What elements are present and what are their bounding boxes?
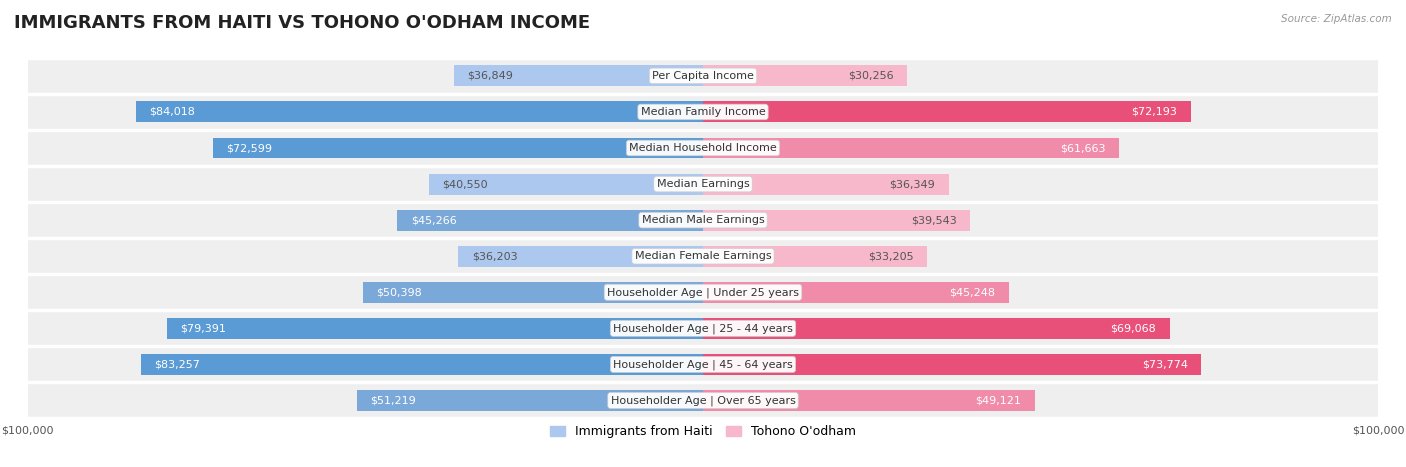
Bar bbox=[703, 101, 1191, 122]
Bar bbox=[28, 274, 1378, 310]
Text: Householder Age | Over 65 years: Householder Age | Over 65 years bbox=[610, 395, 796, 406]
Text: Householder Age | 45 - 64 years: Householder Age | 45 - 64 years bbox=[613, 359, 793, 370]
Bar bbox=[212, 138, 703, 158]
Text: $84,018: $84,018 bbox=[149, 107, 195, 117]
Text: $72,193: $72,193 bbox=[1132, 107, 1177, 117]
Bar bbox=[28, 94, 1378, 130]
Text: $30,256: $30,256 bbox=[848, 71, 894, 81]
Bar bbox=[703, 318, 1170, 339]
Text: $69,068: $69,068 bbox=[1111, 323, 1156, 333]
Bar bbox=[454, 65, 703, 86]
Text: Median Household Income: Median Household Income bbox=[628, 143, 778, 153]
Text: $36,349: $36,349 bbox=[889, 179, 935, 189]
Bar bbox=[28, 238, 1378, 274]
Text: $61,663: $61,663 bbox=[1060, 143, 1107, 153]
Bar bbox=[28, 310, 1378, 347]
Text: $51,219: $51,219 bbox=[371, 396, 416, 405]
Text: $36,849: $36,849 bbox=[468, 71, 513, 81]
Bar bbox=[703, 138, 1119, 158]
Text: $39,543: $39,543 bbox=[911, 215, 956, 225]
Bar bbox=[703, 65, 907, 86]
Bar bbox=[167, 318, 703, 339]
Text: $50,398: $50,398 bbox=[375, 287, 422, 297]
Bar bbox=[28, 58, 1378, 94]
Legend: Immigrants from Haiti, Tohono O'odham: Immigrants from Haiti, Tohono O'odham bbox=[546, 420, 860, 443]
Bar bbox=[141, 354, 703, 375]
Bar bbox=[398, 210, 703, 231]
Text: $33,205: $33,205 bbox=[868, 251, 914, 261]
Text: $83,257: $83,257 bbox=[155, 360, 200, 369]
Bar bbox=[703, 354, 1201, 375]
Text: Source: ZipAtlas.com: Source: ZipAtlas.com bbox=[1281, 14, 1392, 24]
Bar bbox=[703, 210, 970, 231]
Bar bbox=[28, 382, 1378, 418]
Bar bbox=[28, 130, 1378, 166]
Bar bbox=[703, 174, 949, 195]
Text: $73,774: $73,774 bbox=[1142, 360, 1188, 369]
Text: $72,599: $72,599 bbox=[226, 143, 273, 153]
Text: Householder Age | Under 25 years: Householder Age | Under 25 years bbox=[607, 287, 799, 297]
Bar bbox=[703, 282, 1008, 303]
Text: $49,121: $49,121 bbox=[976, 396, 1021, 405]
Bar bbox=[135, 101, 703, 122]
Text: Median Family Income: Median Family Income bbox=[641, 107, 765, 117]
Bar bbox=[28, 166, 1378, 202]
Bar bbox=[458, 246, 703, 267]
Text: Householder Age | 25 - 44 years: Householder Age | 25 - 44 years bbox=[613, 323, 793, 333]
Bar bbox=[363, 282, 703, 303]
Text: $79,391: $79,391 bbox=[180, 323, 226, 333]
Text: $45,248: $45,248 bbox=[949, 287, 995, 297]
Text: Median Earnings: Median Earnings bbox=[657, 179, 749, 189]
Bar bbox=[28, 347, 1378, 382]
Text: Per Capita Income: Per Capita Income bbox=[652, 71, 754, 81]
Text: IMMIGRANTS FROM HAITI VS TOHONO O'ODHAM INCOME: IMMIGRANTS FROM HAITI VS TOHONO O'ODHAM … bbox=[14, 14, 591, 32]
Bar bbox=[357, 390, 703, 411]
Bar bbox=[429, 174, 703, 195]
Bar bbox=[703, 246, 928, 267]
Bar bbox=[703, 390, 1035, 411]
Text: $40,550: $40,550 bbox=[443, 179, 488, 189]
Bar bbox=[28, 202, 1378, 238]
Text: $45,266: $45,266 bbox=[411, 215, 457, 225]
Text: Median Male Earnings: Median Male Earnings bbox=[641, 215, 765, 225]
Text: $36,203: $36,203 bbox=[472, 251, 517, 261]
Text: Median Female Earnings: Median Female Earnings bbox=[634, 251, 772, 261]
